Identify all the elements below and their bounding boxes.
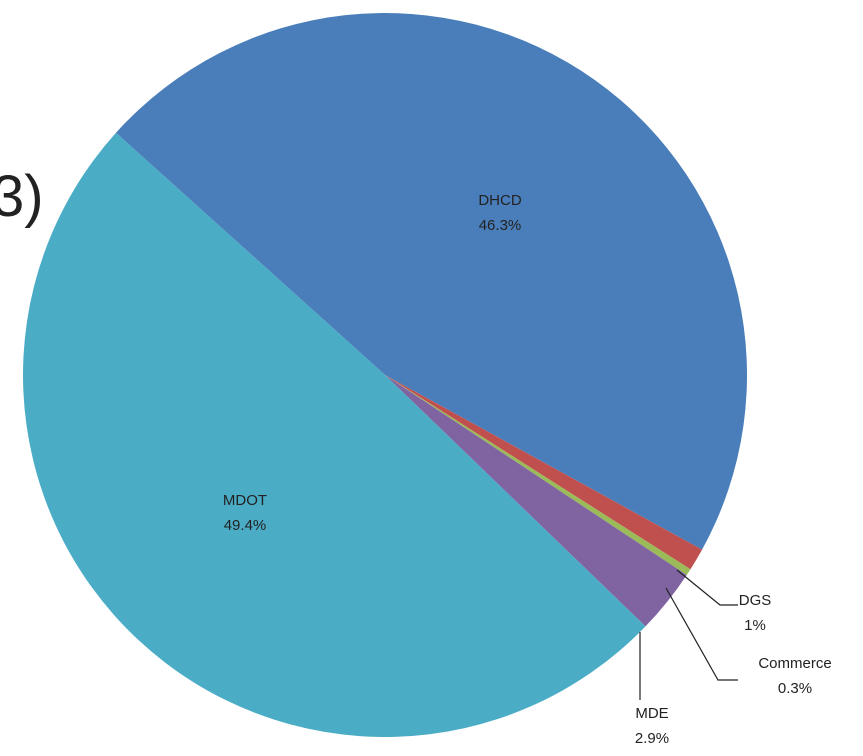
slice-value-dgs: 1% (744, 617, 766, 634)
pie-slice-dgs (385, 375, 703, 570)
slice-label-commerce: Commerce (758, 655, 831, 672)
pie-slice-mde (385, 375, 687, 627)
slice-label-dgs: DGS (739, 592, 772, 609)
pie-slice-mdot (22, 132, 646, 738)
slice-value-dhcd: 46.3% (479, 217, 522, 234)
callout-line-dgs (676, 569, 738, 606)
slice-label-mdot: MDOT (223, 492, 267, 509)
pie-slices (22, 13, 748, 738)
callout-line-commerce (665, 587, 738, 681)
slice-label-dhcd: DHCD (478, 192, 521, 209)
pie-slice-commerce (385, 375, 691, 575)
slice-value-mde: 2.9% (635, 730, 669, 747)
slice-label-mde: MDE (635, 705, 668, 722)
clipped-title-fragment: 3) (0, 164, 44, 229)
pie-labels: DHCD 46.3% DGS 1% Commerce 0.3% MDE 2.9% MDOT 49.… (223, 192, 832, 747)
pie-slice-dhcd (115, 13, 748, 550)
slice-value-mdot: 49.4% (224, 517, 267, 534)
slice-value-commerce: 0.3% (778, 680, 812, 697)
